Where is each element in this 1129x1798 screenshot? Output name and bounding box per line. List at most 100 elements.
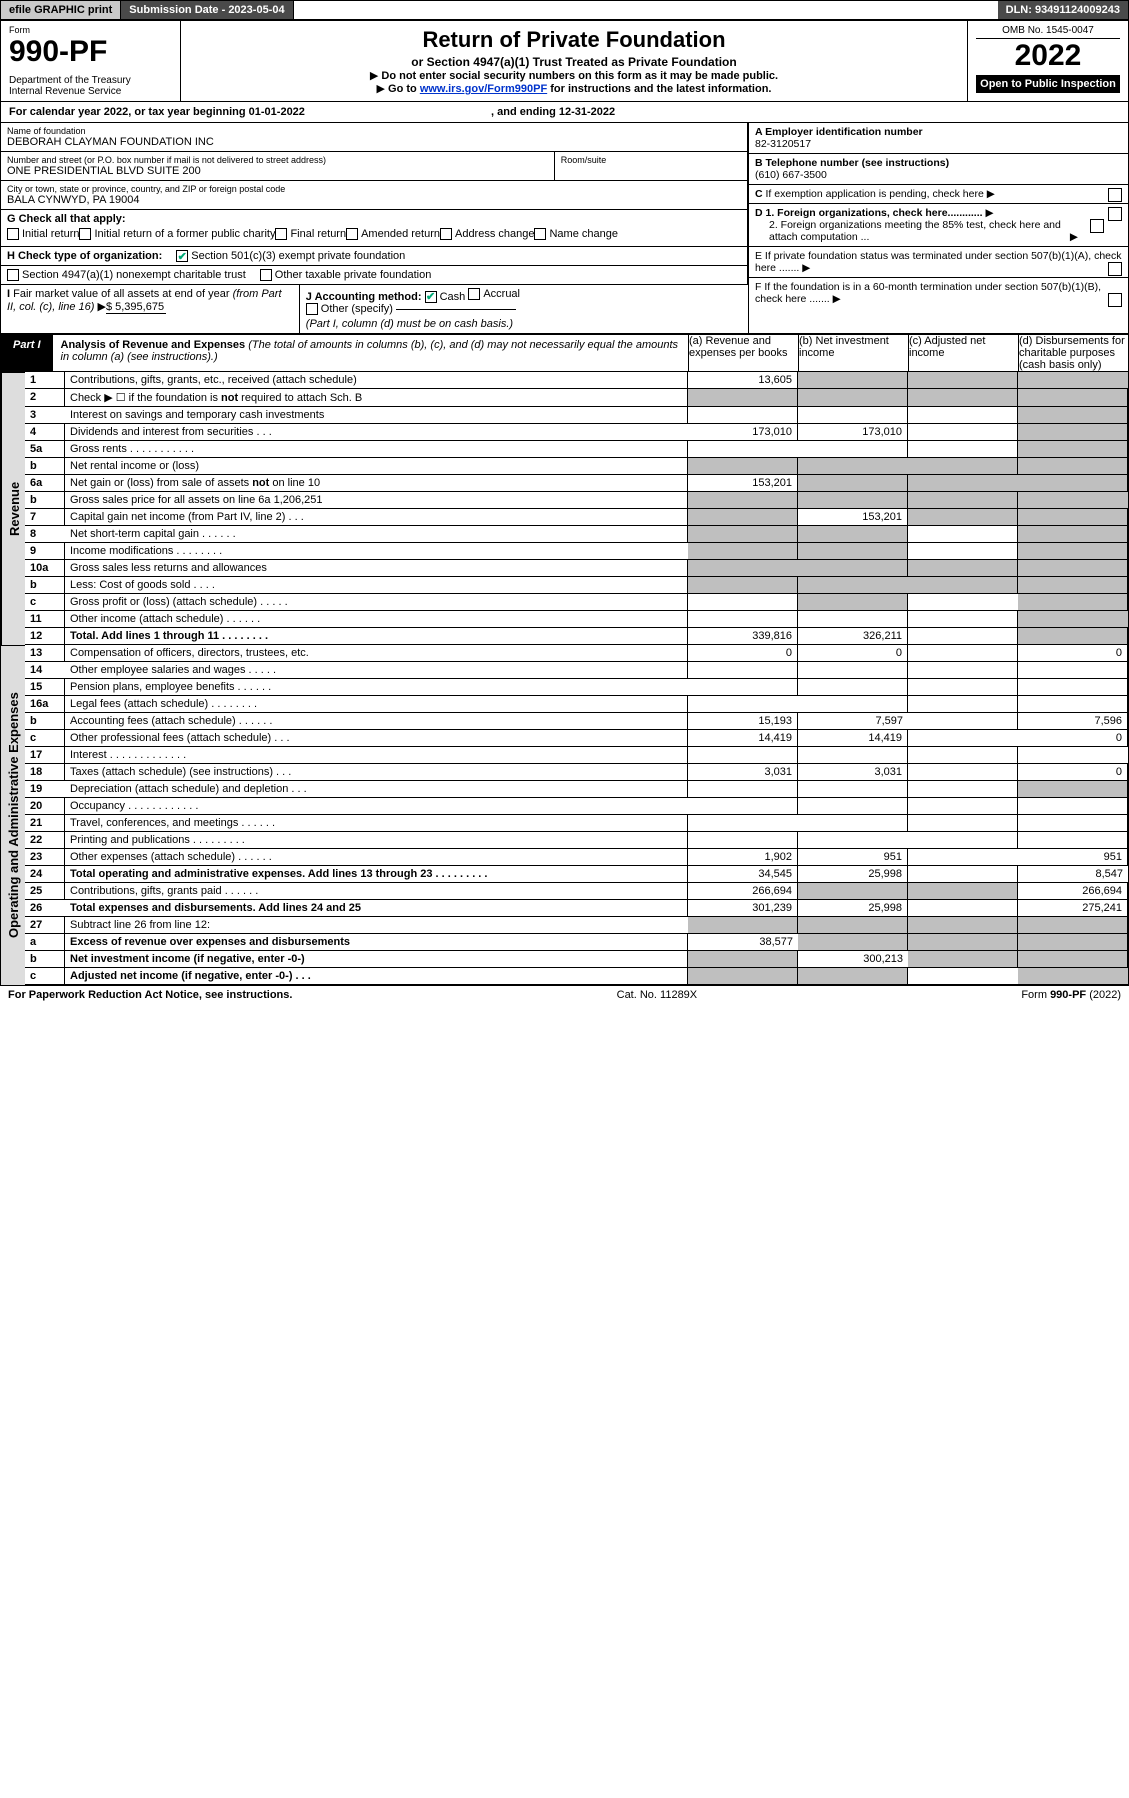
line-21-col-c	[908, 815, 1018, 832]
line-15-col-a	[688, 679, 798, 696]
addr-label: Number and street (or P.O. box number if…	[7, 155, 548, 165]
check-cash[interactable]: ✔	[425, 291, 437, 303]
revenue-side-label: Revenue	[1, 372, 25, 645]
line-c-col-a	[688, 594, 798, 611]
line-15-col-d	[1018, 679, 1128, 696]
line-26-col-c	[908, 900, 1018, 917]
room-label: Room/suite	[561, 155, 741, 165]
topbar: efile GRAPHIC print Submission Date - 20…	[1, 1, 1128, 21]
check-g-5[interactable]	[534, 228, 546, 240]
check-e[interactable]	[1108, 262, 1122, 276]
line-19-col-b	[798, 781, 908, 798]
line-10a-col-c	[908, 560, 1018, 577]
line-c-col-c	[908, 968, 1018, 985]
line-23-col-d: 951	[1018, 849, 1128, 866]
line-a-desc: Excess of revenue over expenses and disb…	[65, 934, 688, 951]
page-title: Return of Private Foundation	[189, 27, 959, 53]
line-a-col-b	[798, 934, 908, 951]
check-d2[interactable]	[1090, 219, 1104, 233]
line-4: 4	[25, 424, 65, 441]
check-accrual[interactable]	[468, 288, 480, 300]
line-17-col-b	[798, 747, 908, 764]
line-19-col-a	[688, 781, 798, 798]
line-12: 12	[25, 628, 65, 645]
dept: Department of the Treasury	[9, 75, 172, 86]
check-g-2[interactable]	[275, 228, 287, 240]
line-23-desc: Other expenses (attach schedule) . . . .…	[65, 849, 688, 866]
line-24-col-b: 25,998	[798, 866, 908, 883]
efile-print-btn[interactable]: efile GRAPHIC print	[1, 1, 121, 19]
check-g-1[interactable]	[79, 228, 91, 240]
col-a-hdr: (a) Revenue and expenses per books	[688, 335, 798, 371]
line-c-col-a	[688, 968, 798, 985]
line-2-col-d	[1018, 389, 1128, 407]
line-c-col-d	[1018, 594, 1128, 611]
line-c-col-b	[798, 968, 908, 985]
line-20-col-c	[908, 798, 1018, 815]
line-26-col-d: 275,241	[1018, 900, 1128, 917]
check-g-0[interactable]	[7, 228, 19, 240]
line-b-col-d	[1018, 458, 1128, 475]
check-4947[interactable]	[7, 269, 19, 281]
line-13-col-a: 0	[688, 645, 798, 662]
check-d1[interactable]	[1108, 207, 1122, 221]
line-4-desc: Dividends and interest from securities .…	[65, 424, 688, 441]
line-b-desc: Net investment income (if negative, ente…	[65, 951, 688, 968]
page-footer: For Paperwork Reduction Act Notice, see …	[0, 986, 1129, 1004]
line-c: c	[25, 730, 65, 747]
line-14: 14	[25, 662, 65, 679]
line-b: b	[25, 492, 65, 509]
line-14-col-b	[798, 662, 908, 679]
line-8-col-a	[688, 526, 798, 543]
line-7-col-d	[1018, 509, 1128, 526]
line-24-col-a: 34,545	[688, 866, 798, 883]
line-b: b	[25, 713, 65, 730]
line-13-col-d: 0	[1018, 645, 1128, 662]
line-17-col-a	[688, 747, 798, 764]
line-16a-desc: Legal fees (attach schedule) . . . . . .…	[65, 696, 688, 713]
irs: Internal Revenue Service	[9, 86, 172, 97]
line-c-col-b: 14,419	[798, 730, 908, 747]
line-18: 18	[25, 764, 65, 781]
check-other-taxable[interactable]	[260, 269, 272, 281]
check-g-4[interactable]	[440, 228, 452, 240]
line-15-col-c	[908, 679, 1018, 696]
part-tag: Part I	[1, 335, 53, 371]
line-c: c	[25, 594, 65, 611]
line-c-col-d: 0	[1018, 730, 1128, 747]
col-d-hdr: (d) Disbursements for charitable purpose…	[1018, 335, 1128, 371]
check-f[interactable]	[1108, 293, 1122, 307]
j-note: (Part I, column (d) must be on cash basi…	[306, 318, 513, 330]
line-3-col-b	[798, 407, 908, 424]
line-c-col-b	[798, 594, 908, 611]
line-12-col-c	[908, 628, 1018, 645]
line-2-desc: Check ▶ ☐ if the foundation is not requi…	[65, 389, 688, 407]
instruction-2: Go to www.irs.gov/Form990PF for instruct…	[189, 82, 959, 95]
check-g-3[interactable]	[346, 228, 358, 240]
line-13-col-c	[908, 645, 1018, 662]
line-7-col-a	[688, 509, 798, 526]
line-2: 2	[25, 389, 65, 407]
line-3: 3	[25, 407, 65, 424]
line-b-col-b	[798, 458, 908, 475]
line-25: 25	[25, 883, 65, 900]
line-7: 7	[25, 509, 65, 526]
line-b: b	[25, 951, 65, 968]
j-label: J Accounting method:	[306, 291, 422, 303]
line-b-desc: Net rental income or (loss)	[65, 458, 688, 475]
line-23-col-c	[908, 849, 1018, 866]
line-13-col-b: 0	[798, 645, 908, 662]
line-24: 24	[25, 866, 65, 883]
line-17-col-d	[1018, 747, 1128, 764]
line-22-col-c	[908, 832, 1018, 849]
line-12-col-a: 339,816	[688, 628, 798, 645]
check-c[interactable]	[1108, 188, 1122, 202]
instructions-link[interactable]: www.irs.gov/Form990PF	[420, 83, 547, 95]
line-17-desc: Interest . . . . . . . . . . . . .	[65, 747, 688, 764]
line-20-col-a	[688, 798, 798, 815]
name-label: Name of foundation	[7, 126, 741, 136]
check-501c3[interactable]: ✔	[176, 250, 188, 262]
line-11-col-c	[908, 611, 1018, 628]
check-other-method[interactable]	[306, 303, 318, 315]
line-12-col-b: 326,211	[798, 628, 908, 645]
